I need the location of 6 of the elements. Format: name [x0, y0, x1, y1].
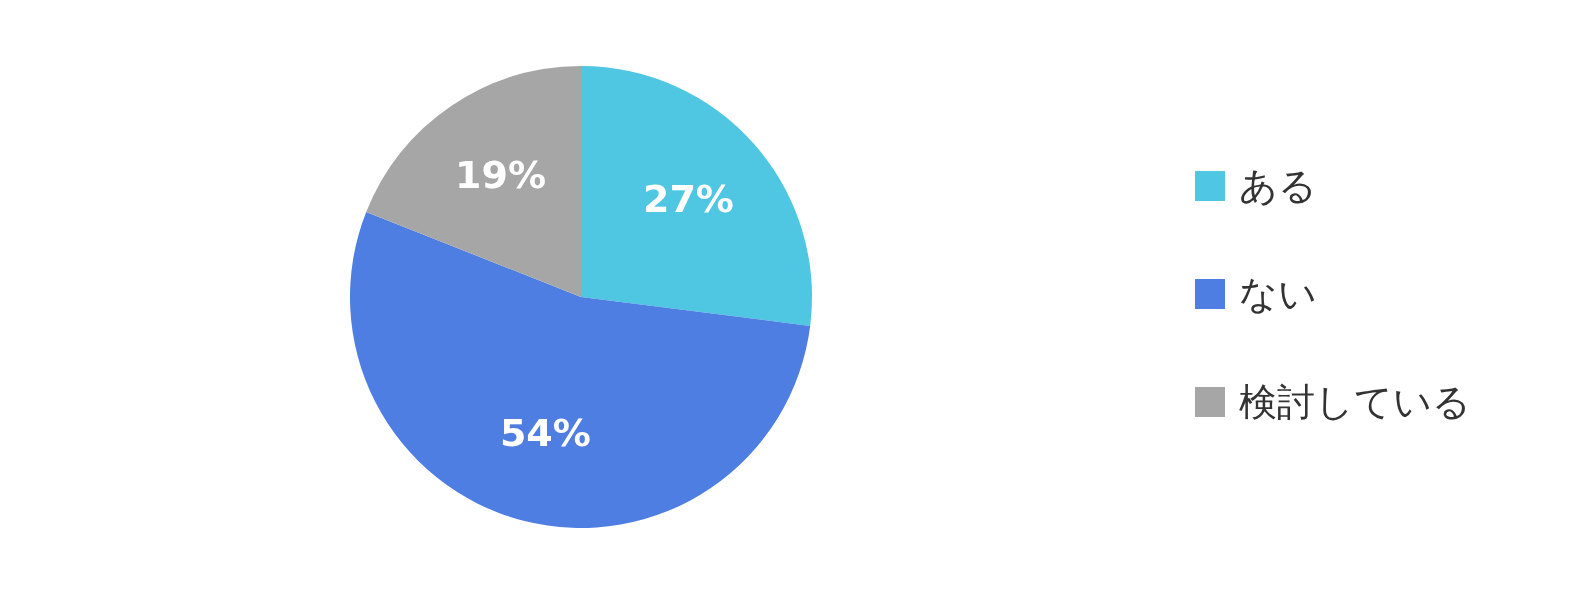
legend-label: ある: [1239, 162, 1317, 210]
legend-label: 検討している: [1239, 378, 1471, 426]
legend-label: ない: [1239, 270, 1317, 318]
data-label: 27%: [642, 177, 734, 222]
data-label: 19%: [455, 153, 546, 198]
data-label: 54%: [499, 410, 591, 455]
